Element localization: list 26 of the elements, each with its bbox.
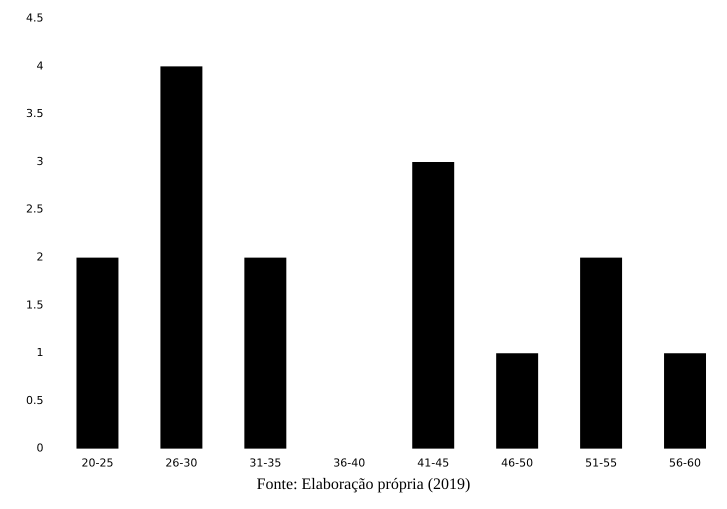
x-tick-label: 20-25 <box>81 456 114 470</box>
x-tick-label: 41-45 <box>417 456 450 470</box>
y-tick-label: 1 <box>36 346 44 360</box>
bar <box>580 258 622 449</box>
y-tick-label: 0.5 <box>26 394 44 407</box>
x-tick-label: 46-50 <box>501 456 534 470</box>
x-tick-label: 26-30 <box>165 456 198 470</box>
y-tick-label: 1.5 <box>26 298 44 312</box>
source-note: Fonte: Elaboração própria (2019) <box>256 476 472 494</box>
y-tick-label: 4.5 <box>26 11 44 24</box>
bar <box>412 162 454 449</box>
y-tick-label: 2 <box>36 250 44 264</box>
x-tick-label: 36-40 <box>333 456 366 470</box>
bar <box>496 353 538 449</box>
bar <box>664 353 706 449</box>
y-tick-label: 0 <box>36 442 44 455</box>
bar <box>76 258 118 449</box>
bar <box>160 66 202 449</box>
x-tick-label: 56-60 <box>669 456 702 470</box>
x-tick-label: 51-55 <box>585 456 618 470</box>
x-tick-label: 31-35 <box>249 456 282 470</box>
y-tick-label: 3 <box>36 154 44 168</box>
bar <box>244 258 286 449</box>
y-tick-label: 4 <box>36 59 44 72</box>
y-tick-label: 3.5 <box>26 107 44 120</box>
y-tick-label: 2.5 <box>26 202 44 216</box>
